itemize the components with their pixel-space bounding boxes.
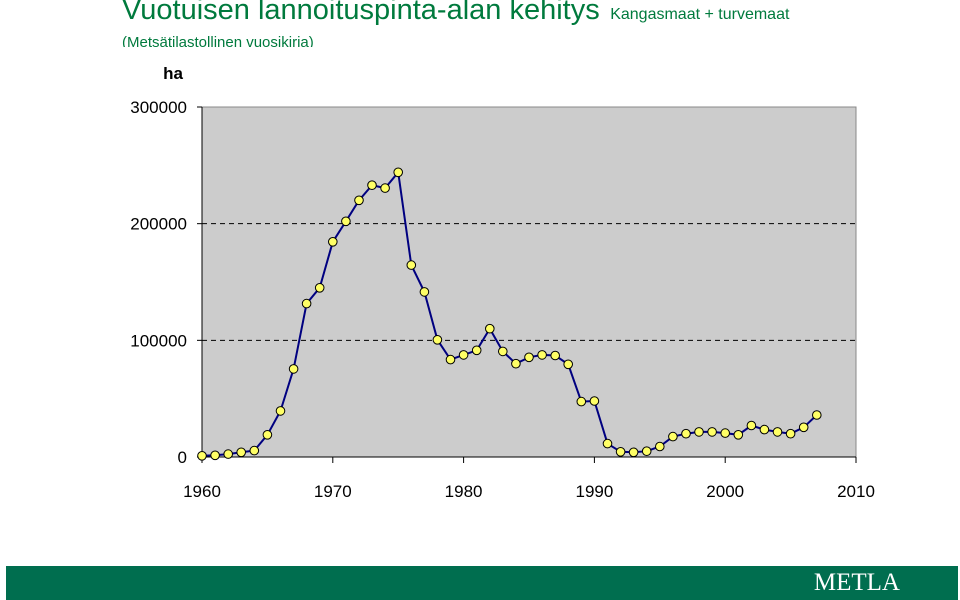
- data-point: [393, 167, 404, 178]
- x-tick-label: 2000: [706, 482, 744, 501]
- data-point: [668, 431, 678, 442]
- data-point: [419, 287, 430, 297]
- data-point: [524, 352, 534, 363]
- data-point: [576, 396, 587, 407]
- data-point: [432, 335, 443, 345]
- x-tick-label: 1970: [314, 482, 352, 501]
- y-tick-label: 200000: [130, 215, 187, 234]
- data-point: [785, 428, 796, 439]
- data-point: [406, 260, 417, 270]
- data-point: [380, 183, 390, 193]
- data-point: [471, 345, 482, 356]
- page-subtitle: Kangasmaat + turvemaat: [610, 6, 790, 23]
- data-point: [301, 298, 312, 309]
- data-point: [733, 430, 744, 440]
- page-title: Vuotuisen lannoituspinta-alan kehitys: [122, 0, 600, 26]
- data-point: [550, 350, 561, 361]
- data-point: [641, 446, 652, 457]
- data-point: [485, 323, 495, 334]
- data-point: [628, 447, 639, 458]
- data-point: [798, 422, 809, 433]
- data-point: [328, 237, 338, 247]
- data-point: [681, 428, 691, 439]
- data-point: [511, 358, 521, 369]
- y-tick-label: 0: [178, 448, 187, 467]
- data-point: [288, 364, 299, 374]
- data-point: [236, 447, 246, 458]
- data-point: [707, 427, 717, 437]
- data-point: [615, 447, 626, 457]
- data-point: [223, 449, 233, 459]
- data-point: [445, 354, 456, 365]
- data-point: [655, 441, 665, 452]
- brand-logo: METLA: [813, 569, 900, 596]
- data-point: [537, 350, 547, 360]
- title-row: Vuotuisen lannoituspinta-alan kehitys Ka…: [122, 0, 789, 27]
- data-point: [458, 350, 469, 360]
- data-point: [759, 424, 770, 435]
- data-point: [720, 428, 731, 438]
- data-point: [249, 445, 260, 456]
- data-point: [275, 406, 286, 416]
- data-point: [602, 438, 613, 449]
- plot-background: [201, 106, 857, 458]
- y-tick-label: 100000: [130, 331, 187, 350]
- y-axis-label: ha: [163, 64, 183, 83]
- data-point: [589, 396, 600, 406]
- y-tick-label: 300000: [130, 98, 187, 117]
- data-point: [314, 283, 325, 293]
- data-point: [197, 451, 207, 461]
- data-point: [367, 180, 377, 190]
- x-tick-label: 1980: [445, 482, 483, 501]
- data-point: [746, 420, 757, 431]
- data-point: [563, 359, 574, 370]
- x-tick-label: 2010: [837, 482, 875, 501]
- footer-bar: METLA: [6, 566, 958, 600]
- data-point: [694, 427, 704, 437]
- data-point: [341, 216, 351, 227]
- data-point: [498, 346, 508, 357]
- x-tick-label: 1960: [183, 482, 221, 501]
- data-point: [812, 410, 822, 420]
- data-point: [210, 450, 220, 461]
- x-tick-label: 1990: [575, 482, 613, 501]
- data-point: [772, 427, 783, 437]
- data-point: [354, 195, 364, 206]
- line-chart: 0 100000 200000 300000 1960 1970 1980 1990 2000 2…: [130, 64, 875, 501]
- data-point: [262, 430, 273, 440]
- source-note: (Metsätilastollinen vuosikirja): [122, 34, 314, 47]
